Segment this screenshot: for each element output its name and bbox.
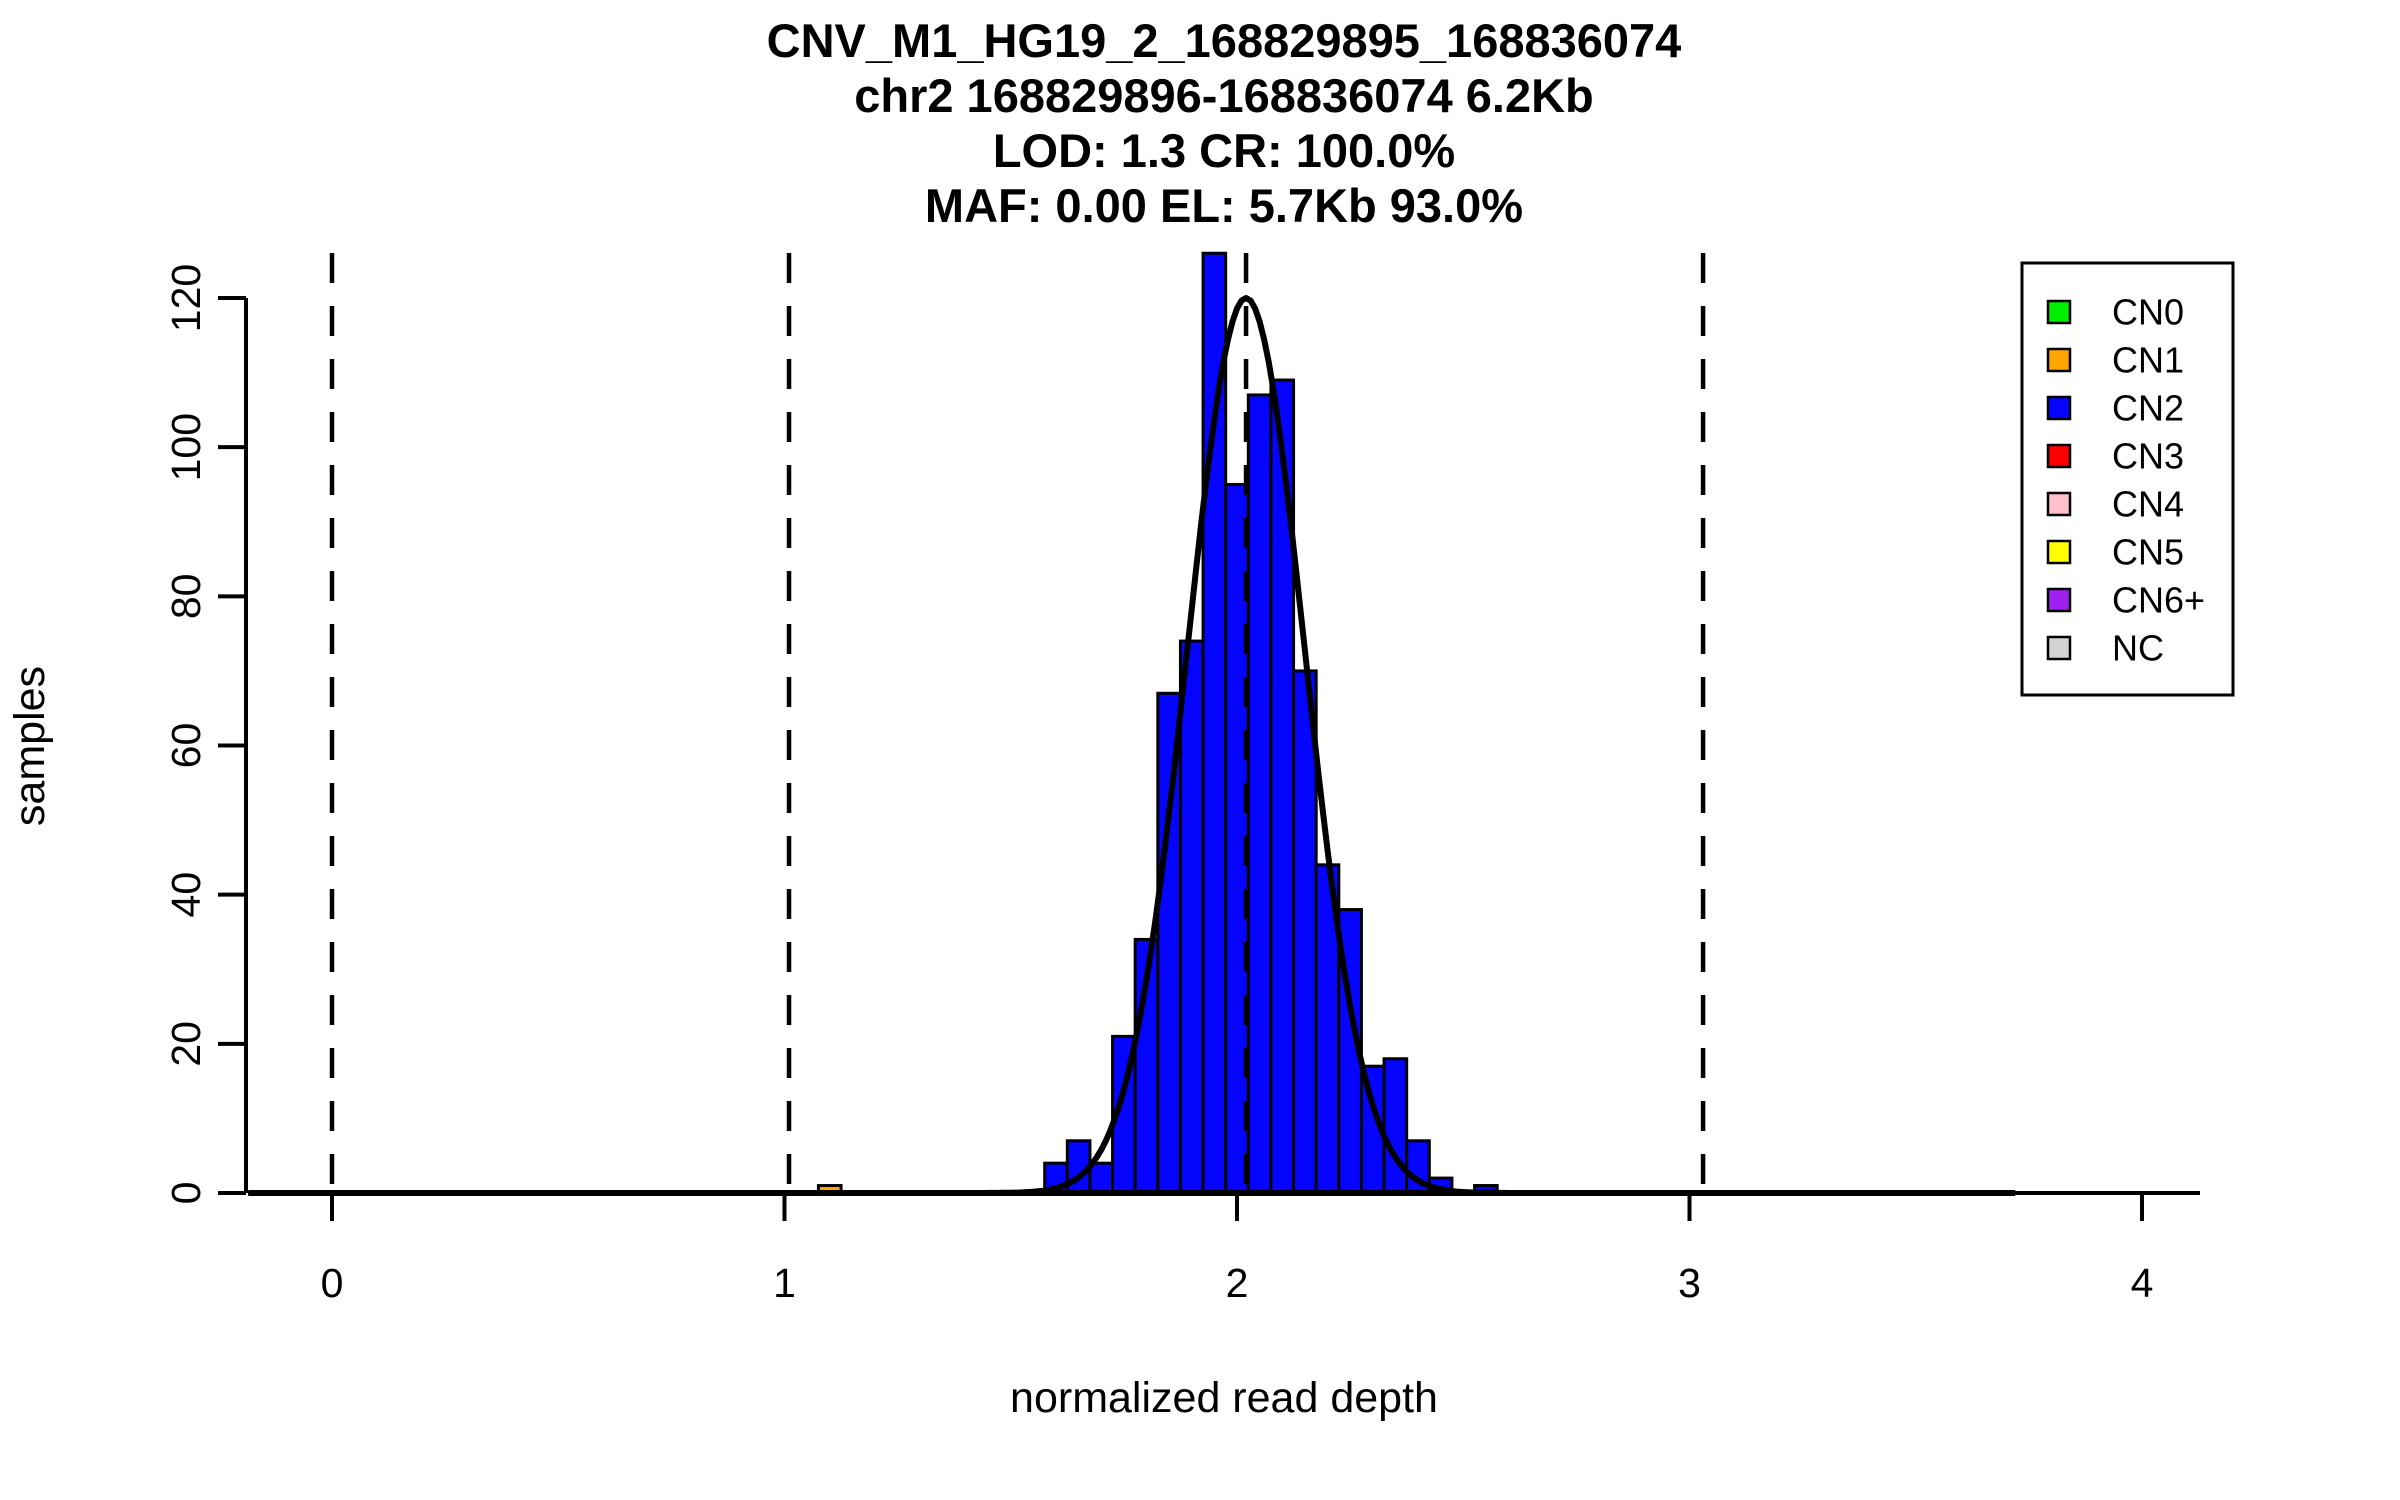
histogram-bars-layer: [816, 251, 1499, 1195]
legend-label-cn0: CN0: [2112, 292, 2184, 333]
x-axis-title: normalized read depth: [1010, 1374, 1438, 1422]
histogram-bar-cn2: [1088, 1161, 1115, 1195]
y-axis-tick-label: 40: [163, 872, 209, 918]
legend-label-cn1: CN1: [2112, 340, 2184, 381]
y-axis-tick-label: 60: [163, 723, 209, 769]
y-axis-title: samples: [6, 666, 54, 826]
x-axis-tick-label: 2: [1226, 1260, 1249, 1306]
legend-swatch-cn3: [2046, 443, 2072, 469]
y-axis-tick-label: 80: [163, 574, 209, 620]
axes-layer: 0 20 40 60 80 100 120 0 1 2 3 4: [163, 264, 2200, 1306]
guide-lines-layer: [329, 253, 1706, 1193]
legend-swatch-cn2: [2046, 395, 2072, 421]
x-axis-tick-label: 1: [773, 1260, 796, 1306]
legend-swatch-cn1: [2046, 347, 2072, 373]
legend-label-cn3: CN3: [2112, 436, 2184, 477]
legend-label-cn5: CN5: [2112, 532, 2184, 573]
legend-swatch-cn0: [2046, 299, 2072, 325]
histogram-bar-cn2: [1201, 251, 1228, 1195]
plot-title-line-4: MAF: 0.00 EL: 5.7Kb 93.0%: [925, 179, 1523, 232]
x-axis-tick-label: 4: [2131, 1260, 2154, 1306]
plot-title-line-3: LOD: 1.3 CR: 100.0%: [993, 124, 1455, 177]
legend-box: [2020, 261, 2235, 697]
legend-swatch-cn6plus: [2046, 587, 2072, 613]
x-axis-tick-label: 0: [321, 1260, 344, 1306]
y-axis-tick-label: 100: [163, 413, 209, 481]
legend-label-cn2: CN2: [2112, 388, 2184, 429]
x-axis-tick-label: 3: [1678, 1260, 1701, 1306]
legend-label-nc: NC: [2112, 628, 2164, 669]
histogram-bar-cn2: [1246, 393, 1273, 1195]
y-axis-tick-label: 20: [163, 1021, 209, 1067]
plot-title-line-1: CNV_M1_HG19_2_168829895_168836074: [767, 14, 1682, 67]
histogram-bar-cn2: [1382, 1057, 1409, 1195]
legend-swatch-cn5: [2046, 539, 2072, 565]
legend-label-cn4: CN4: [2112, 484, 2184, 525]
legend-swatch-cn4: [2046, 491, 2072, 517]
legend-swatch-nc: [2046, 635, 2072, 661]
legend-label-cn6plus: CN6+: [2112, 580, 2205, 621]
plot-title-line-2: chr2 168829896-168836074 6.2Kb: [854, 69, 1594, 122]
y-axis-tick-label: 0: [163, 1182, 209, 1205]
y-axis-tick-label: 120: [163, 264, 209, 332]
histogram-bar-cn2: [1178, 639, 1205, 1195]
legend-layer: CN0 CN1 CN2 CN3 CN4 CN5 CN6+ NC: [2020, 261, 2235, 697]
fit-curve-layer: [248, 295, 2016, 1196]
